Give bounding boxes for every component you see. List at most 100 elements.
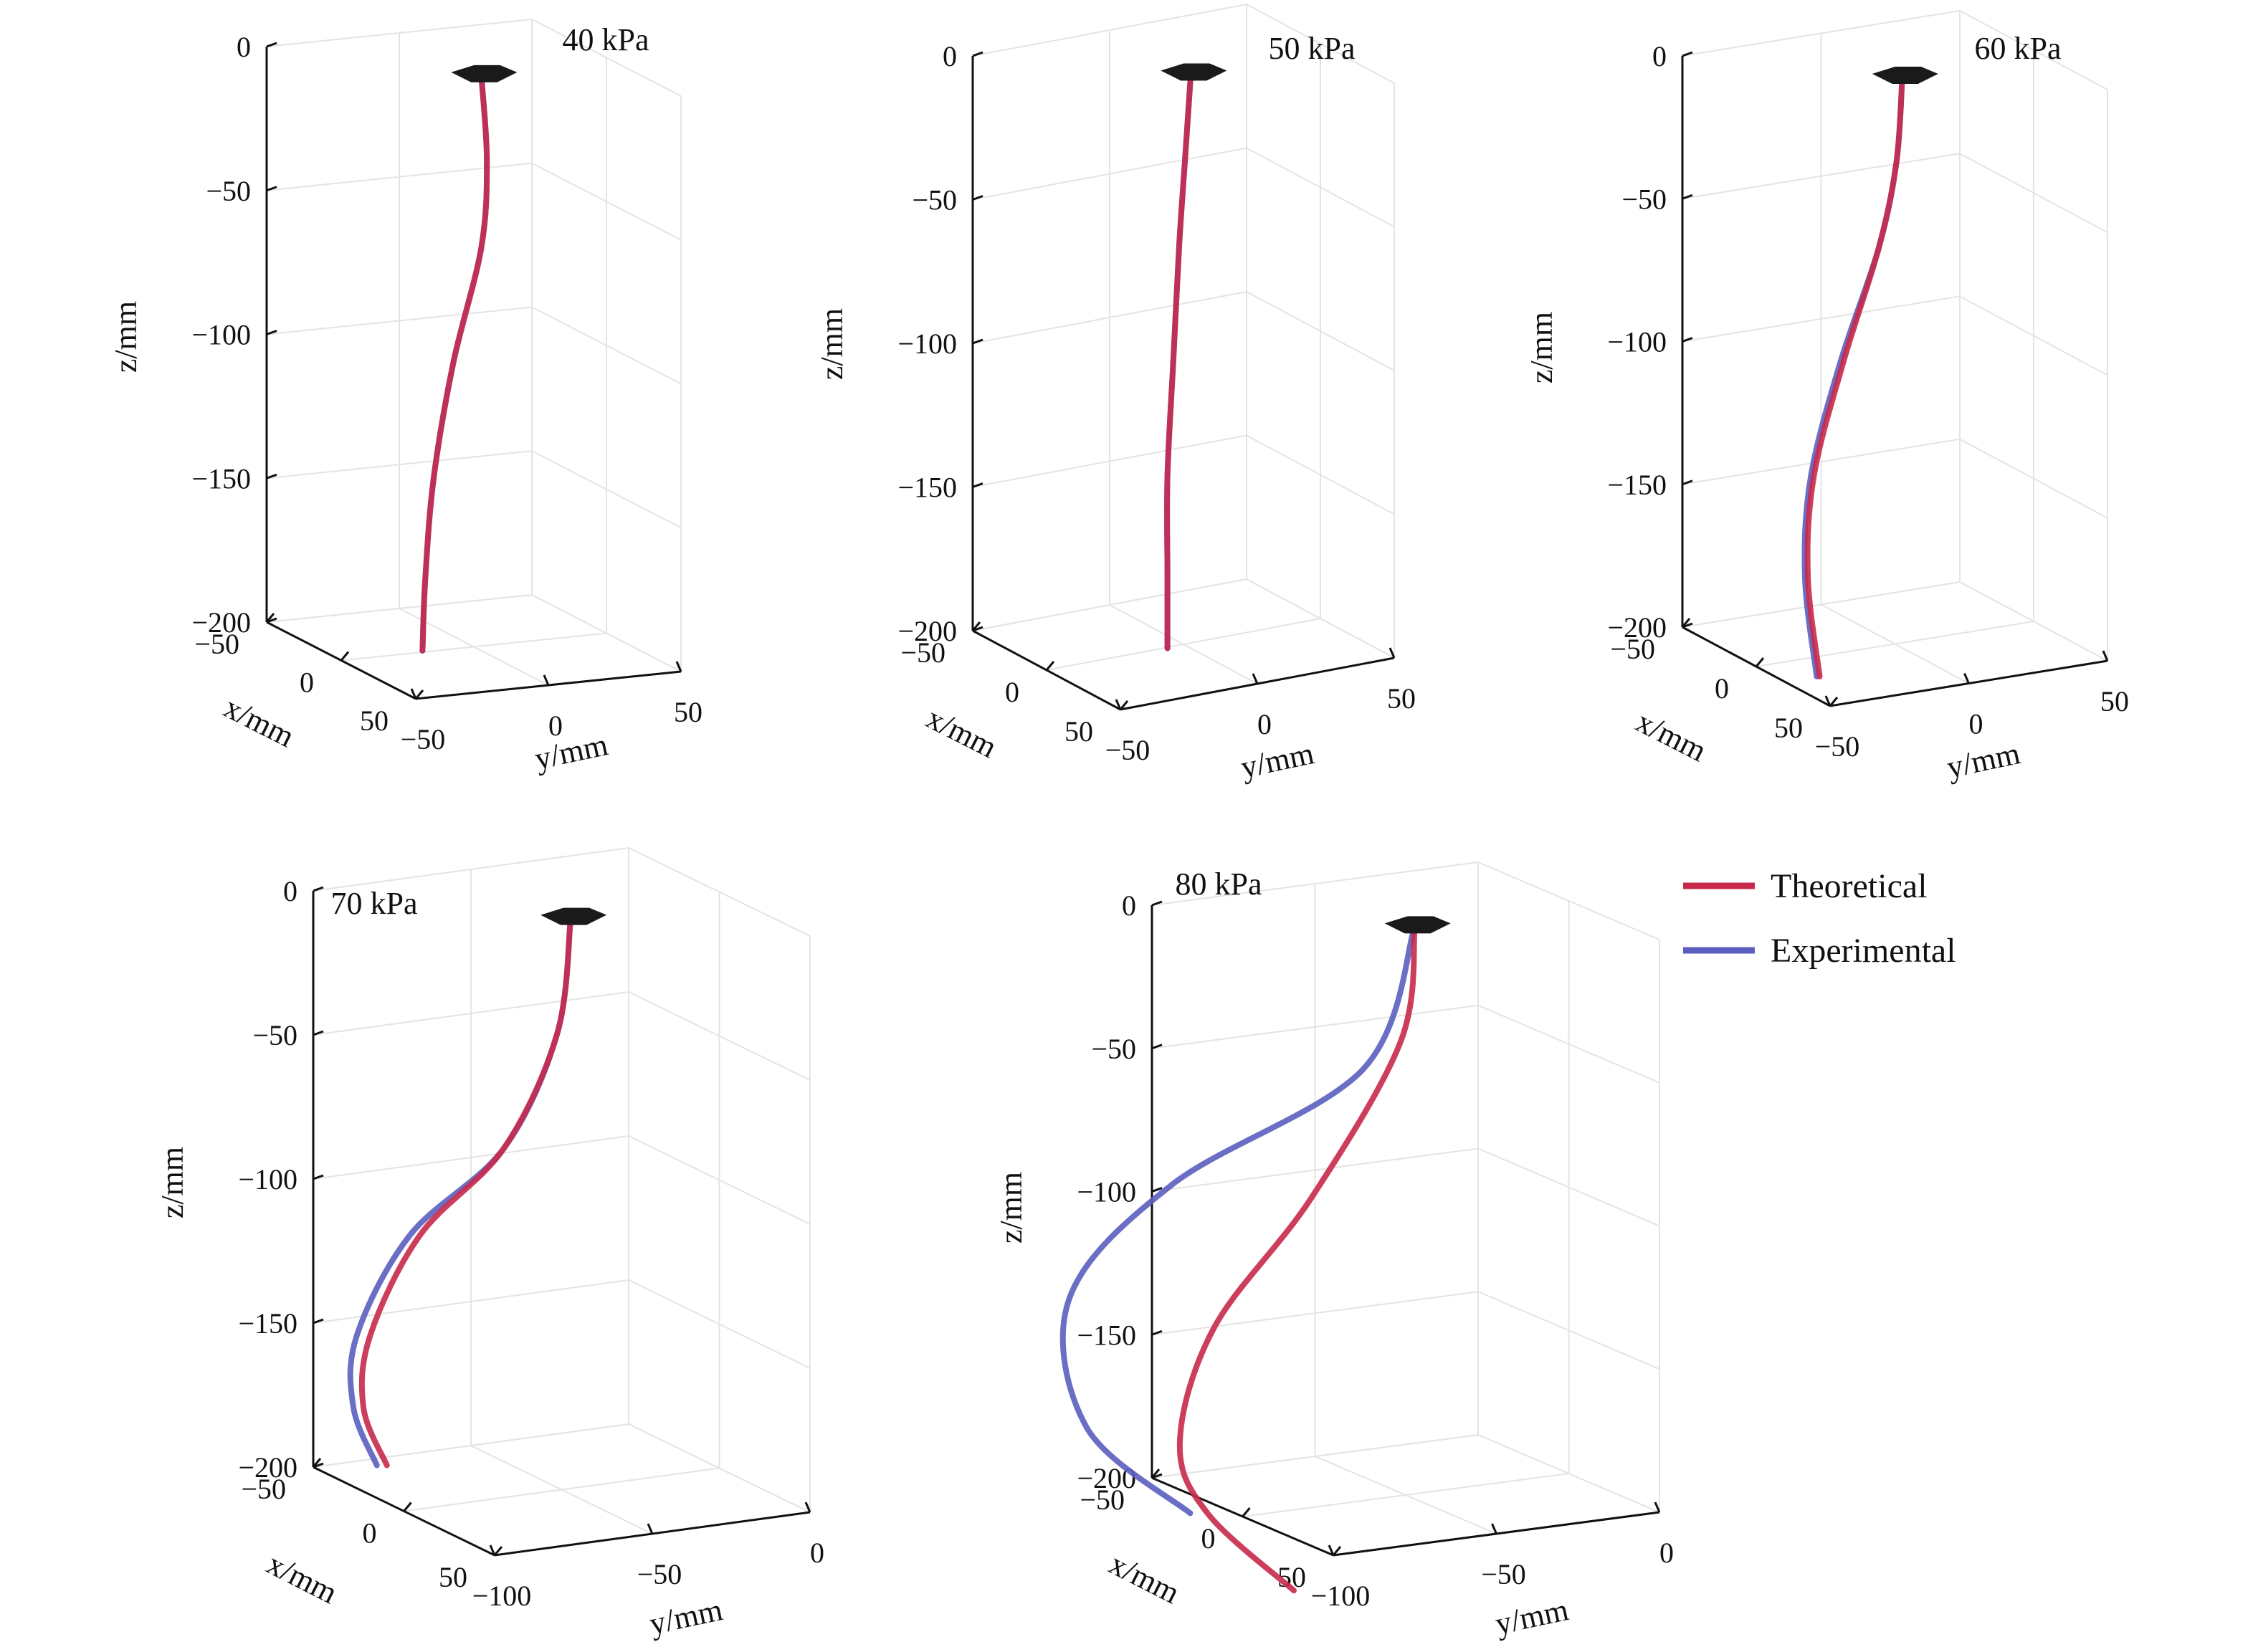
curve-theoretical — [358, 915, 574, 1469]
curve-experimental — [1059, 923, 1418, 1517]
base-plate — [1161, 63, 1227, 81]
y-tick-label: −50 — [401, 723, 446, 755]
x-tick-label: 0 — [300, 667, 314, 699]
axes — [312, 886, 811, 1557]
z-tick — [1682, 51, 1693, 57]
z-tick-label: −100 — [191, 319, 251, 351]
y-tick-label: −50 — [637, 1558, 682, 1590]
x-tick-label: 0 — [1201, 1522, 1216, 1555]
y-tick-label: 0 — [1257, 708, 1272, 740]
z-tick — [1151, 1187, 1163, 1193]
z-tick-label: −200 — [238, 1451, 297, 1484]
z-tick — [1682, 194, 1693, 200]
y-tick — [489, 1544, 496, 1556]
grid-line-floor — [1821, 603, 1969, 684]
y-tick — [1328, 1544, 1335, 1556]
z-tick — [266, 473, 277, 479]
z-tick — [313, 1318, 324, 1324]
legend-label-theoretical: Theoretical — [1771, 867, 1928, 905]
y-axis-label: y/mm — [1944, 735, 2024, 785]
grid-line-z — [266, 450, 682, 529]
z-axis-label: z/mm — [994, 1172, 1029, 1243]
curve-theoretical — [1164, 70, 1194, 651]
y-tick — [2102, 650, 2109, 662]
x-tick — [403, 1501, 412, 1512]
x-tick — [1119, 700, 1129, 710]
curve-experimental — [1801, 74, 1905, 679]
axes — [971, 51, 1396, 711]
y-tick — [804, 1501, 811, 1513]
x-tick-label: −50 — [900, 636, 945, 669]
y-tick — [675, 661, 682, 672]
z-tick-label: −150 — [1077, 1319, 1136, 1351]
y-tick — [1115, 699, 1122, 710]
axes — [265, 42, 682, 700]
y-tick — [1824, 695, 1831, 707]
panel-title: 70 kPa — [331, 886, 418, 921]
x-tick — [1755, 657, 1765, 667]
x-axis-label: x/mm — [219, 689, 300, 754]
z-tick-label: −100 — [1607, 326, 1667, 358]
curve-theoretical — [1804, 74, 1905, 679]
z-tick-label: −100 — [238, 1163, 297, 1195]
z-tick-label: 0 — [237, 31, 251, 63]
z-tick-label: −150 — [238, 1307, 297, 1340]
z-tick-label: −150 — [897, 472, 957, 504]
y-tick-label: 50 — [674, 696, 702, 728]
y-tick-label: −100 — [1311, 1580, 1371, 1612]
z-tick-label: 0 — [943, 40, 957, 72]
x-tick-label: −50 — [1080, 1484, 1125, 1516]
base-plate — [1384, 916, 1451, 934]
z-tick-label: −200 — [1607, 611, 1667, 644]
y-tick-label: −100 — [472, 1580, 532, 1612]
z-tick — [1682, 337, 1693, 343]
z-tick-label: −200 — [897, 615, 957, 647]
z-tick-label: −50 — [912, 184, 957, 216]
legend: Theoretical Experimental — [1683, 867, 1956, 970]
z-tick — [972, 51, 983, 57]
panel-title: 50 kPa — [1269, 31, 1356, 66]
y-tick-label: 50 — [2100, 685, 2129, 717]
z-axis-label: z/mm — [814, 308, 849, 380]
y-tick — [410, 688, 417, 700]
y-tick — [1252, 673, 1259, 684]
y-tick-label: −50 — [1105, 734, 1151, 766]
x-tick — [265, 613, 275, 623]
x-axis-label: x/mm — [1104, 1546, 1186, 1610]
grid-line-z — [266, 593, 682, 672]
grid-line-z — [1682, 295, 2108, 376]
z-tick-label: −200 — [191, 606, 251, 639]
panel-4: 0−50−100−150−200−50050−100−500z/mmx/mmy/… — [155, 846, 824, 1641]
grid-line-floor — [470, 1445, 653, 1534]
y-axis-label: y/mm — [647, 1592, 726, 1641]
z-tick-label: −100 — [1077, 1176, 1136, 1208]
y-tick-label: 50 — [1387, 682, 1416, 715]
base-plate — [451, 65, 518, 82]
curve-theoretical — [419, 72, 490, 654]
z-tick-label: −50 — [206, 175, 251, 207]
z-tick — [1682, 479, 1693, 486]
grid-line-z — [1151, 1147, 1660, 1227]
grid-line-z — [1151, 1433, 1660, 1513]
z-tick — [266, 330, 277, 335]
y-tick-label: 0 — [810, 1537, 824, 1569]
grid — [1682, 9, 2108, 707]
y-tick — [1654, 1501, 1661, 1513]
x-tick — [493, 1546, 503, 1556]
x-tick-label: 50 — [439, 1561, 467, 1593]
y-tick-label: 0 — [1659, 1537, 1674, 1569]
y-tick — [1963, 672, 1970, 684]
grid-line-floor — [1959, 581, 2108, 662]
curve-theoretical — [1176, 923, 1418, 1594]
x-axis-label: x/mm — [262, 1546, 343, 1610]
y-tick-label: 0 — [1969, 708, 1983, 740]
grid-line-z — [972, 434, 1395, 515]
x-tick — [1332, 1546, 1342, 1556]
x-tick-label: 0 — [1005, 676, 1019, 708]
panel-title: 60 kPa — [1975, 31, 2062, 66]
z-tick — [313, 886, 324, 892]
grid-line-z — [266, 306, 682, 385]
z-axis-label: z/mm — [155, 1147, 190, 1218]
base-plate — [540, 907, 607, 925]
